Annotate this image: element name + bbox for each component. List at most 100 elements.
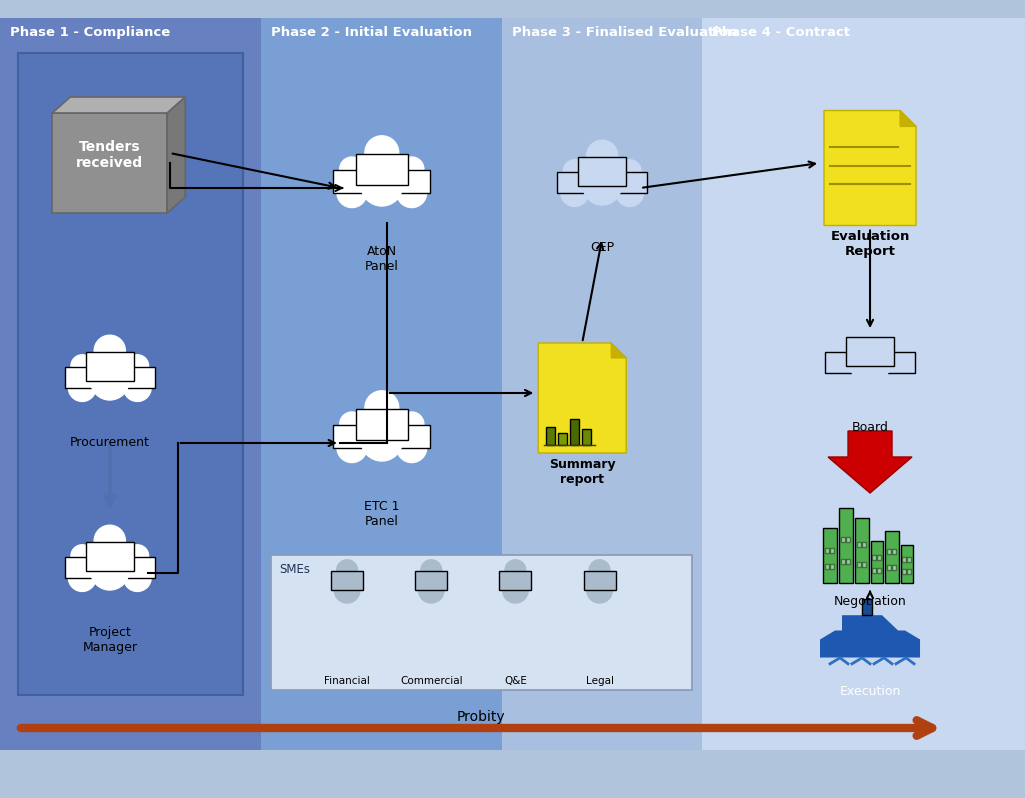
FancyBboxPatch shape [583, 571, 616, 591]
FancyBboxPatch shape [331, 571, 363, 591]
Ellipse shape [337, 433, 367, 463]
Ellipse shape [397, 433, 426, 463]
FancyBboxPatch shape [847, 559, 850, 564]
FancyBboxPatch shape [892, 549, 896, 555]
Polygon shape [538, 343, 626, 453]
Ellipse shape [69, 564, 96, 591]
Ellipse shape [397, 178, 426, 207]
FancyBboxPatch shape [830, 564, 834, 569]
FancyBboxPatch shape [261, 18, 502, 750]
FancyBboxPatch shape [65, 367, 99, 388]
Text: Procurement: Procurement [70, 436, 150, 449]
Text: Commercial: Commercial [400, 676, 462, 686]
FancyBboxPatch shape [838, 508, 853, 583]
Circle shape [400, 412, 424, 437]
Ellipse shape [124, 564, 152, 591]
Ellipse shape [337, 178, 367, 207]
Text: Tenders
received: Tenders received [76, 140, 144, 170]
FancyBboxPatch shape [872, 555, 876, 560]
Circle shape [365, 136, 399, 170]
Circle shape [71, 545, 93, 567]
Ellipse shape [418, 578, 444, 603]
Text: ETC 1
Panel: ETC 1 Panel [364, 500, 400, 528]
FancyBboxPatch shape [613, 172, 647, 192]
FancyBboxPatch shape [0, 18, 261, 750]
Circle shape [855, 320, 886, 351]
FancyBboxPatch shape [840, 559, 845, 564]
FancyBboxPatch shape [333, 170, 371, 192]
FancyBboxPatch shape [901, 545, 912, 583]
Text: CEP: CEP [590, 241, 614, 254]
Circle shape [339, 412, 364, 437]
FancyBboxPatch shape [415, 571, 447, 591]
FancyBboxPatch shape [120, 557, 155, 578]
FancyBboxPatch shape [830, 547, 834, 553]
FancyBboxPatch shape [86, 352, 134, 381]
FancyBboxPatch shape [333, 425, 371, 448]
FancyBboxPatch shape [52, 113, 167, 213]
Text: AtoN
Panel: AtoN Panel [365, 245, 399, 273]
Polygon shape [820, 630, 920, 658]
Text: Evaluation
Report: Evaluation Report [830, 231, 910, 259]
Circle shape [887, 340, 909, 362]
FancyBboxPatch shape [862, 543, 866, 547]
FancyBboxPatch shape [702, 18, 1025, 750]
Text: SMEs: SMEs [280, 563, 311, 576]
Text: Summary
report: Summary report [549, 458, 615, 486]
Ellipse shape [361, 164, 403, 206]
Ellipse shape [334, 578, 360, 603]
FancyBboxPatch shape [546, 427, 556, 445]
Ellipse shape [583, 167, 621, 205]
FancyBboxPatch shape [887, 549, 891, 555]
FancyBboxPatch shape [558, 172, 591, 192]
Polygon shape [842, 615, 898, 639]
Polygon shape [52, 97, 186, 113]
FancyBboxPatch shape [887, 565, 891, 570]
Text: Phase 3 - Finalised Evaluation: Phase 3 - Finalised Evaluation [512, 26, 738, 39]
FancyBboxPatch shape [880, 352, 915, 373]
Text: Probity: Probity [457, 710, 505, 724]
Polygon shape [898, 639, 920, 658]
FancyBboxPatch shape [825, 547, 828, 553]
FancyBboxPatch shape [872, 567, 876, 572]
Ellipse shape [69, 373, 96, 401]
Ellipse shape [851, 346, 890, 385]
FancyBboxPatch shape [892, 565, 896, 570]
Text: Q&E: Q&E [504, 676, 527, 686]
Circle shape [586, 140, 618, 172]
Text: Phase 4 - Contract: Phase 4 - Contract [712, 26, 850, 39]
FancyBboxPatch shape [840, 537, 845, 542]
Text: Project
Manager: Project Manager [82, 626, 137, 654]
Polygon shape [611, 343, 626, 358]
Text: Legal: Legal [585, 676, 614, 686]
Ellipse shape [616, 179, 644, 207]
FancyBboxPatch shape [855, 518, 868, 583]
Circle shape [71, 355, 93, 377]
FancyBboxPatch shape [65, 557, 99, 578]
FancyBboxPatch shape [902, 557, 906, 562]
Circle shape [94, 335, 125, 366]
FancyBboxPatch shape [393, 170, 430, 192]
FancyBboxPatch shape [822, 528, 836, 583]
Circle shape [564, 160, 586, 182]
Ellipse shape [586, 578, 612, 603]
Circle shape [400, 157, 424, 181]
FancyBboxPatch shape [877, 555, 882, 560]
FancyBboxPatch shape [272, 555, 692, 690]
Circle shape [505, 560, 526, 581]
FancyBboxPatch shape [825, 564, 828, 569]
Polygon shape [824, 110, 916, 226]
Ellipse shape [124, 373, 152, 401]
FancyBboxPatch shape [356, 409, 408, 440]
Circle shape [126, 545, 149, 567]
Ellipse shape [884, 359, 911, 386]
FancyBboxPatch shape [885, 531, 899, 583]
Circle shape [618, 160, 641, 182]
FancyBboxPatch shape [902, 568, 906, 574]
Circle shape [589, 560, 610, 581]
FancyBboxPatch shape [578, 157, 626, 186]
FancyBboxPatch shape [499, 571, 531, 591]
Text: Financial: Financial [324, 676, 370, 686]
Text: Board: Board [852, 421, 889, 434]
Text: Phase 1 - Compliance: Phase 1 - Compliance [10, 26, 170, 39]
